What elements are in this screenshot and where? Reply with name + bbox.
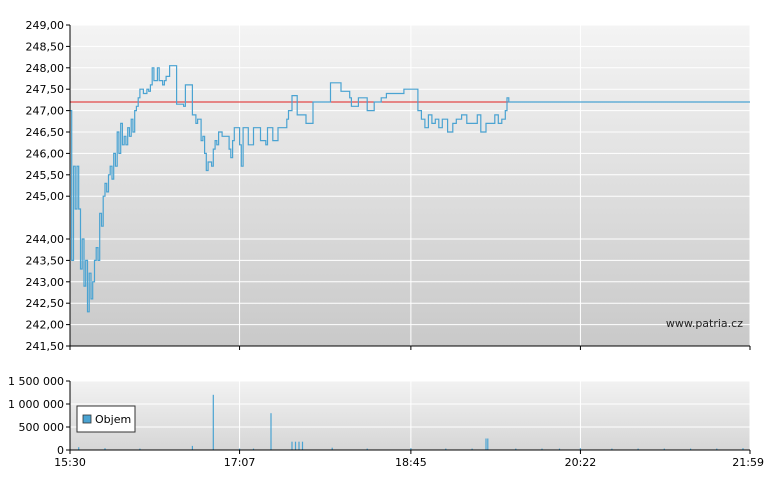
price-plot-background (70, 25, 750, 346)
x-tick-label: 17:07 (224, 456, 256, 469)
price-y-tick-label: 242,50 (26, 297, 65, 310)
volume-bar (579, 448, 581, 450)
volume-bar (410, 448, 412, 450)
volume-y-tick-label: 0 (57, 444, 64, 457)
volume-bars (78, 394, 744, 450)
price-y-tick-label: 243,00 (26, 276, 65, 289)
price-y-tick-label: 247,00 (26, 105, 65, 118)
volume-bar (104, 448, 106, 450)
volume-bar (298, 441, 300, 450)
volume-y-tick-label: 1 500 000 (8, 375, 64, 388)
volume-bar (78, 447, 80, 450)
watermark: www.patria.cz (666, 317, 743, 330)
volume-bar (690, 448, 692, 450)
volume-bar (485, 438, 487, 450)
x-tick-label: 20:22 (565, 456, 597, 469)
volume-bar (558, 448, 561, 450)
volume-bar (611, 448, 613, 450)
legend-swatch (82, 414, 92, 424)
price-y-tick-label: 243,50 (26, 254, 65, 267)
price-x-tick-marks (69, 346, 751, 350)
volume-bar (239, 448, 241, 450)
price-gridlines (70, 24, 750, 326)
price-y-tick-label: 248,00 (26, 62, 65, 75)
volume-plot-background (70, 381, 750, 450)
volume-bar (212, 394, 214, 450)
volume-bar (471, 448, 473, 450)
x-tick-label: 15:30 (54, 456, 86, 469)
volume-bar (270, 413, 272, 450)
price-y-tick-label: 241,50 (26, 340, 65, 353)
volume-bar (252, 448, 255, 450)
volume-bar (742, 448, 744, 450)
price-series-line (70, 65, 750, 313)
volume-bar (515, 448, 517, 450)
volume-bar (366, 448, 368, 450)
volume-y-tick-label: 500 000 (19, 421, 65, 434)
price-y-tick-label: 245,00 (26, 190, 65, 203)
volume-bar (331, 447, 333, 450)
volume-legend: Objem (76, 405, 136, 433)
legend-label: Objem (95, 413, 131, 426)
price-y-tick-label: 246,50 (26, 126, 65, 139)
x-tick-label: 18:45 (395, 456, 427, 469)
volume-bar (541, 448, 543, 450)
volume-bar (445, 448, 447, 450)
price-y-tick-label: 248,50 (26, 40, 65, 53)
volume-bar (294, 441, 297, 450)
x-tick-label: 21:59 (732, 456, 764, 469)
price-y-tick-label: 242,00 (26, 319, 65, 332)
volume-bar (637, 448, 639, 450)
price-vertical-gridlines (239, 25, 751, 346)
price-y-tick-label: 244,00 (26, 233, 65, 246)
volume-bar (716, 448, 718, 450)
volume-bar (487, 438, 489, 450)
volume-chart-panel: 1 500 000 1 000 000 500 000 0 15:30 17:07 18:… (8, 375, 764, 469)
volume-gridlines (70, 380, 750, 428)
x-axis-time-labels: 15:30 17:07 18:45 20:22 21:59 (54, 450, 764, 469)
volume-bar (191, 445, 193, 450)
price-y-tick-label: 245,50 (26, 169, 65, 182)
volume-y-tick-label: 1 000 000 (8, 398, 64, 411)
price-y-tick-label: 247,50 (26, 83, 65, 96)
price-y-tick-labels: 249,00 248,50 248,00 247,50 247,00 246,50 246,… (26, 19, 70, 353)
volume-bar (663, 448, 665, 450)
volume-bar (139, 448, 141, 450)
price-y-tick-label: 246,00 (26, 147, 65, 160)
volume-bar (301, 441, 304, 450)
price-chart-panel: 249,00 248,50 248,00 247,50 247,00 246,50 246,… (26, 19, 751, 353)
volume-y-tick-labels: 1 500 000 1 000 000 500 000 0 (8, 375, 70, 457)
volume-bar (291, 441, 293, 450)
volume-vertical-gridlines (239, 381, 751, 450)
price-y-tick-label: 249,00 (26, 19, 65, 32)
